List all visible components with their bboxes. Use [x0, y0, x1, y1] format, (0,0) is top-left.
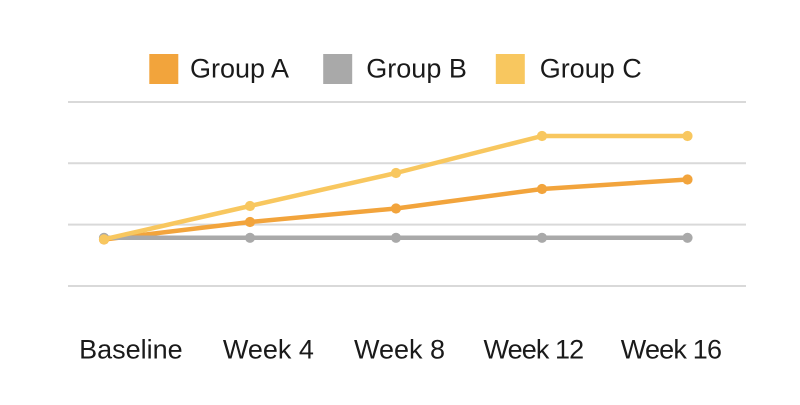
svg-text:Week 8: Week 8: [354, 335, 445, 365]
svg-text:Week 4: Week 4: [223, 335, 314, 365]
svg-text:Week 12: Week 12: [484, 335, 584, 365]
svg-text:Baseline: Baseline: [79, 335, 183, 365]
svg-text:Group C: Group C: [540, 53, 642, 83]
svg-text:Week 16: Week 16: [621, 335, 721, 365]
svg-text:Group B: Group B: [366, 53, 467, 83]
svg-text:Group A: Group A: [190, 53, 289, 83]
